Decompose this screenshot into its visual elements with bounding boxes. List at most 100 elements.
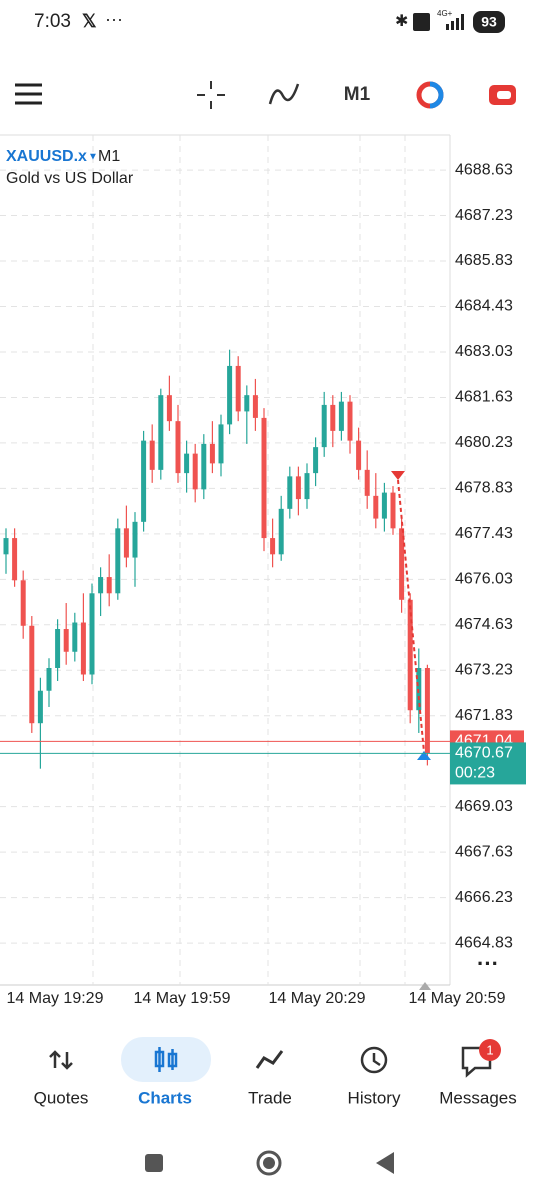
- scroll-handle[interactable]: [419, 982, 431, 990]
- network-type: 4G+: [437, 9, 453, 18]
- bluetooth-icon: ✱: [395, 13, 408, 30]
- candle-body: [37, 690, 43, 724]
- candle-body: [381, 492, 387, 519]
- candle-body: [98, 577, 104, 594]
- symbol-dropdown[interactable]: ▼: [88, 152, 98, 163]
- nav-label[interactable]: Trade: [248, 1088, 292, 1107]
- y-tick-label: 4669.03: [455, 798, 513, 815]
- x-icon: 𝕏: [82, 11, 97, 31]
- y-tick-label: 4684.43: [455, 298, 513, 315]
- x-tick-label: 14 May 20:29: [269, 990, 366, 1007]
- y-tick-label: 4681.63: [455, 389, 513, 406]
- y-tick-label: 4688.63: [455, 161, 513, 178]
- y-tick-label: 4664.83: [455, 934, 513, 951]
- more-options[interactable]: ···: [477, 951, 499, 976]
- y-tick-label: 4671.83: [455, 707, 513, 724]
- nav-label[interactable]: Charts: [138, 1088, 192, 1107]
- candle-body: [304, 473, 310, 500]
- candle-body: [141, 440, 147, 522]
- candle-body: [364, 469, 370, 496]
- trade-button-part: [429, 81, 444, 109]
- recents-button[interactable]: [145, 1154, 163, 1172]
- candle-body: [270, 538, 276, 555]
- y-tick-label: 4666.23: [455, 889, 513, 906]
- bar-timer: 00:23: [455, 765, 495, 782]
- volte-icon: [413, 13, 430, 31]
- candle-body: [313, 447, 319, 474]
- bid-label: 4670.67: [455, 745, 513, 762]
- candle-body: [244, 395, 250, 412]
- y-tick-label: 4677.43: [455, 525, 513, 542]
- candle-body: [72, 622, 78, 652]
- indicators-button[interactable]: [268, 83, 300, 105]
- y-tick-label: 4680.23: [455, 434, 513, 451]
- x-tick-label: 14 May 19:29: [7, 990, 104, 1007]
- y-tick-label: 4667.63: [455, 843, 513, 860]
- symbol-description: Gold vs US Dollar: [6, 170, 134, 187]
- y-tick-label: 4685.83: [455, 252, 513, 269]
- candle-body: [261, 417, 267, 539]
- trade-link: [397, 479, 425, 753]
- status-time: 7:03: [34, 11, 71, 32]
- candle-body: [175, 421, 181, 474]
- candle-body: [390, 492, 396, 529]
- v-grid: [92, 135, 406, 985]
- candle-body: [149, 440, 155, 470]
- candle-body: [209, 443, 215, 464]
- menu-button[interactable]: [15, 83, 42, 105]
- candle-body: [373, 495, 379, 519]
- candle-body: [356, 440, 362, 470]
- candle-body: [80, 622, 86, 675]
- candle-body: [106, 577, 112, 594]
- candle-body: [227, 365, 233, 425]
- back-button[interactable]: [376, 1152, 394, 1174]
- y-tick-label: 4683.03: [455, 343, 513, 360]
- candle-body: [63, 629, 69, 652]
- nav-label[interactable]: History: [348, 1088, 401, 1107]
- history-icon: [360, 1046, 388, 1074]
- home-button[interactable]: [256, 1150, 282, 1176]
- badge: [479, 1039, 501, 1061]
- badge-count: 1: [486, 1042, 493, 1057]
- bid-label-bg: [450, 742, 526, 785]
- trade-icon: [255, 1050, 284, 1069]
- candle-body: [115, 528, 121, 594]
- candle-body: [252, 395, 258, 418]
- nav-label[interactable]: Quotes: [34, 1088, 89, 1107]
- candle-body: [55, 629, 61, 668]
- candle-body: [347, 401, 353, 441]
- candle-body: [3, 538, 9, 555]
- candle-body: [132, 521, 138, 558]
- candle-body: [295, 476, 301, 500]
- candle-body: [235, 365, 241, 412]
- candle-body: [218, 424, 224, 464]
- candle-body: [287, 476, 293, 509]
- candle-body: [399, 528, 405, 600]
- y-tick-label: 4676.03: [455, 571, 513, 588]
- battery: [473, 11, 505, 33]
- oneclick-inner: [497, 91, 511, 99]
- candle-body: [20, 580, 26, 626]
- symbol[interactable]: XAUUSD.x: [6, 148, 87, 165]
- candle-body: [184, 453, 190, 474]
- charts-icon: [154, 1047, 178, 1072]
- candle-body: [46, 667, 52, 691]
- candle-body: [123, 528, 129, 558]
- candle-body: [338, 401, 344, 431]
- candle-body: [201, 443, 207, 490]
- quotes-icon: [49, 1050, 73, 1070]
- battery-level: 93: [481, 14, 497, 30]
- nav-label[interactable]: Messages: [439, 1088, 516, 1107]
- candle-body: [330, 404, 336, 431]
- candle-body: [407, 599, 413, 711]
- active-tab-bg: [121, 1037, 211, 1082]
- candle-body: [321, 404, 327, 448]
- candle-body: [424, 667, 430, 754]
- candle-body: [12, 538, 18, 581]
- sell-marker: [391, 471, 405, 480]
- timeframe-button[interactable]: M1: [344, 84, 371, 105]
- candle-body: [192, 453, 198, 490]
- plot: [0, 169, 450, 944]
- y-tick-label: 4674.63: [455, 616, 513, 633]
- crosshair-button[interactable]: [197, 81, 225, 109]
